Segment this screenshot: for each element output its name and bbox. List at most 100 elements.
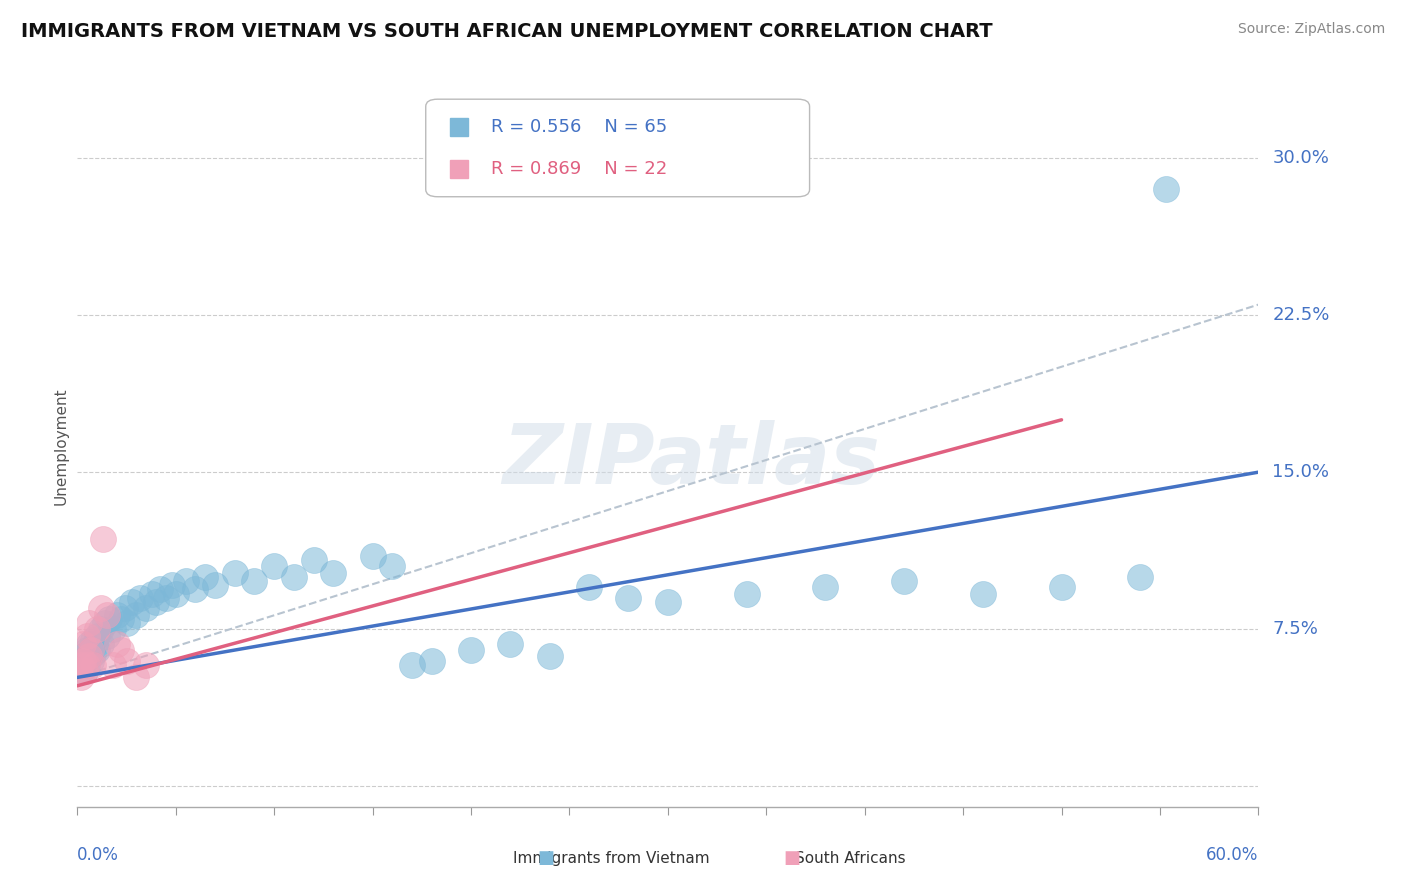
Point xyxy=(129,591,152,605)
Y-axis label: Unemployment: Unemployment xyxy=(53,387,67,505)
Point xyxy=(160,578,183,592)
Point xyxy=(70,654,93,668)
Point xyxy=(90,622,112,636)
Point xyxy=(165,587,187,601)
Text: Source: ZipAtlas.com: Source: ZipAtlas.com xyxy=(1237,22,1385,37)
Point xyxy=(86,643,108,657)
Point xyxy=(814,580,837,594)
Point xyxy=(135,601,157,615)
Text: Immigrants from Vietnam: Immigrants from Vietnam xyxy=(513,851,710,865)
Point xyxy=(1129,570,1152,584)
Point xyxy=(76,657,98,672)
Point xyxy=(204,578,226,592)
Point xyxy=(302,553,325,567)
Point xyxy=(82,632,104,647)
Point xyxy=(80,654,103,668)
Text: 30.0%: 30.0% xyxy=(1272,149,1329,167)
Point xyxy=(77,649,100,664)
Point xyxy=(110,612,132,626)
Point xyxy=(149,582,172,597)
Point xyxy=(125,607,148,622)
Point xyxy=(72,637,94,651)
Point xyxy=(70,664,93,678)
Point xyxy=(80,643,103,657)
Point xyxy=(125,670,148,684)
Point xyxy=(538,649,561,664)
Point xyxy=(86,628,108,642)
Text: ■: ■ xyxy=(537,849,554,867)
Point xyxy=(75,664,97,678)
Point xyxy=(96,607,118,622)
Point xyxy=(121,595,143,609)
Point xyxy=(145,595,167,609)
Point xyxy=(75,654,97,668)
Point xyxy=(76,657,98,672)
Point xyxy=(86,622,108,636)
Point xyxy=(76,628,98,642)
Point xyxy=(893,574,915,588)
Point xyxy=(381,559,404,574)
Point xyxy=(115,654,138,668)
Point xyxy=(72,657,94,672)
Point xyxy=(77,649,100,664)
Point xyxy=(72,649,94,664)
Point xyxy=(84,637,107,651)
Point xyxy=(101,622,124,636)
Point xyxy=(499,637,522,651)
Point xyxy=(90,637,112,651)
Point xyxy=(174,574,197,588)
Text: 15.0%: 15.0% xyxy=(1272,463,1329,481)
Point xyxy=(75,664,97,678)
Text: ZIPatlas: ZIPatlas xyxy=(502,420,880,501)
Point xyxy=(617,591,640,605)
Point xyxy=(263,559,285,574)
Point xyxy=(105,607,128,622)
Point xyxy=(1154,182,1177,196)
Point xyxy=(194,570,217,584)
Point xyxy=(76,643,98,657)
Text: R = 0.556    N = 65: R = 0.556 N = 65 xyxy=(491,118,666,136)
Text: IMMIGRANTS FROM VIETNAM VS SOUTH AFRICAN UNEMPLOYMENT CORRELATION CHART: IMMIGRANTS FROM VIETNAM VS SOUTH AFRICAN… xyxy=(21,22,993,41)
Point xyxy=(97,612,120,626)
Point xyxy=(657,595,679,609)
Point xyxy=(110,643,132,657)
Text: ■: ■ xyxy=(783,849,800,867)
Point xyxy=(114,601,136,615)
Point xyxy=(460,643,482,657)
Text: 60.0%: 60.0% xyxy=(1206,847,1258,864)
Point xyxy=(90,601,112,615)
Point xyxy=(101,657,124,672)
Point xyxy=(67,664,90,678)
Point xyxy=(72,654,94,668)
Point xyxy=(96,628,118,642)
Text: 0.0%: 0.0% xyxy=(77,847,120,864)
Text: 22.5%: 22.5% xyxy=(1272,306,1330,324)
Point xyxy=(77,637,100,651)
Text: 7.5%: 7.5% xyxy=(1272,620,1319,639)
Point xyxy=(94,615,117,630)
Point xyxy=(80,643,103,657)
Point xyxy=(401,657,423,672)
Point xyxy=(70,657,93,672)
Point xyxy=(91,532,114,546)
Point xyxy=(141,587,163,601)
Point xyxy=(184,582,207,597)
Point xyxy=(115,615,138,630)
Point xyxy=(70,670,93,684)
Point xyxy=(735,587,758,601)
Point xyxy=(361,549,384,563)
Point xyxy=(77,615,100,630)
Point xyxy=(243,574,266,588)
Point xyxy=(322,566,344,580)
Text: South Africans: South Africans xyxy=(796,851,905,865)
Point xyxy=(67,657,90,672)
Point xyxy=(1050,580,1073,594)
Point xyxy=(224,566,246,580)
Point xyxy=(82,648,104,662)
Point xyxy=(283,570,305,584)
Point xyxy=(578,580,600,594)
Point xyxy=(972,587,994,601)
Point xyxy=(135,657,157,672)
Point xyxy=(82,657,104,672)
Text: R = 0.869    N = 22: R = 0.869 N = 22 xyxy=(491,160,666,178)
